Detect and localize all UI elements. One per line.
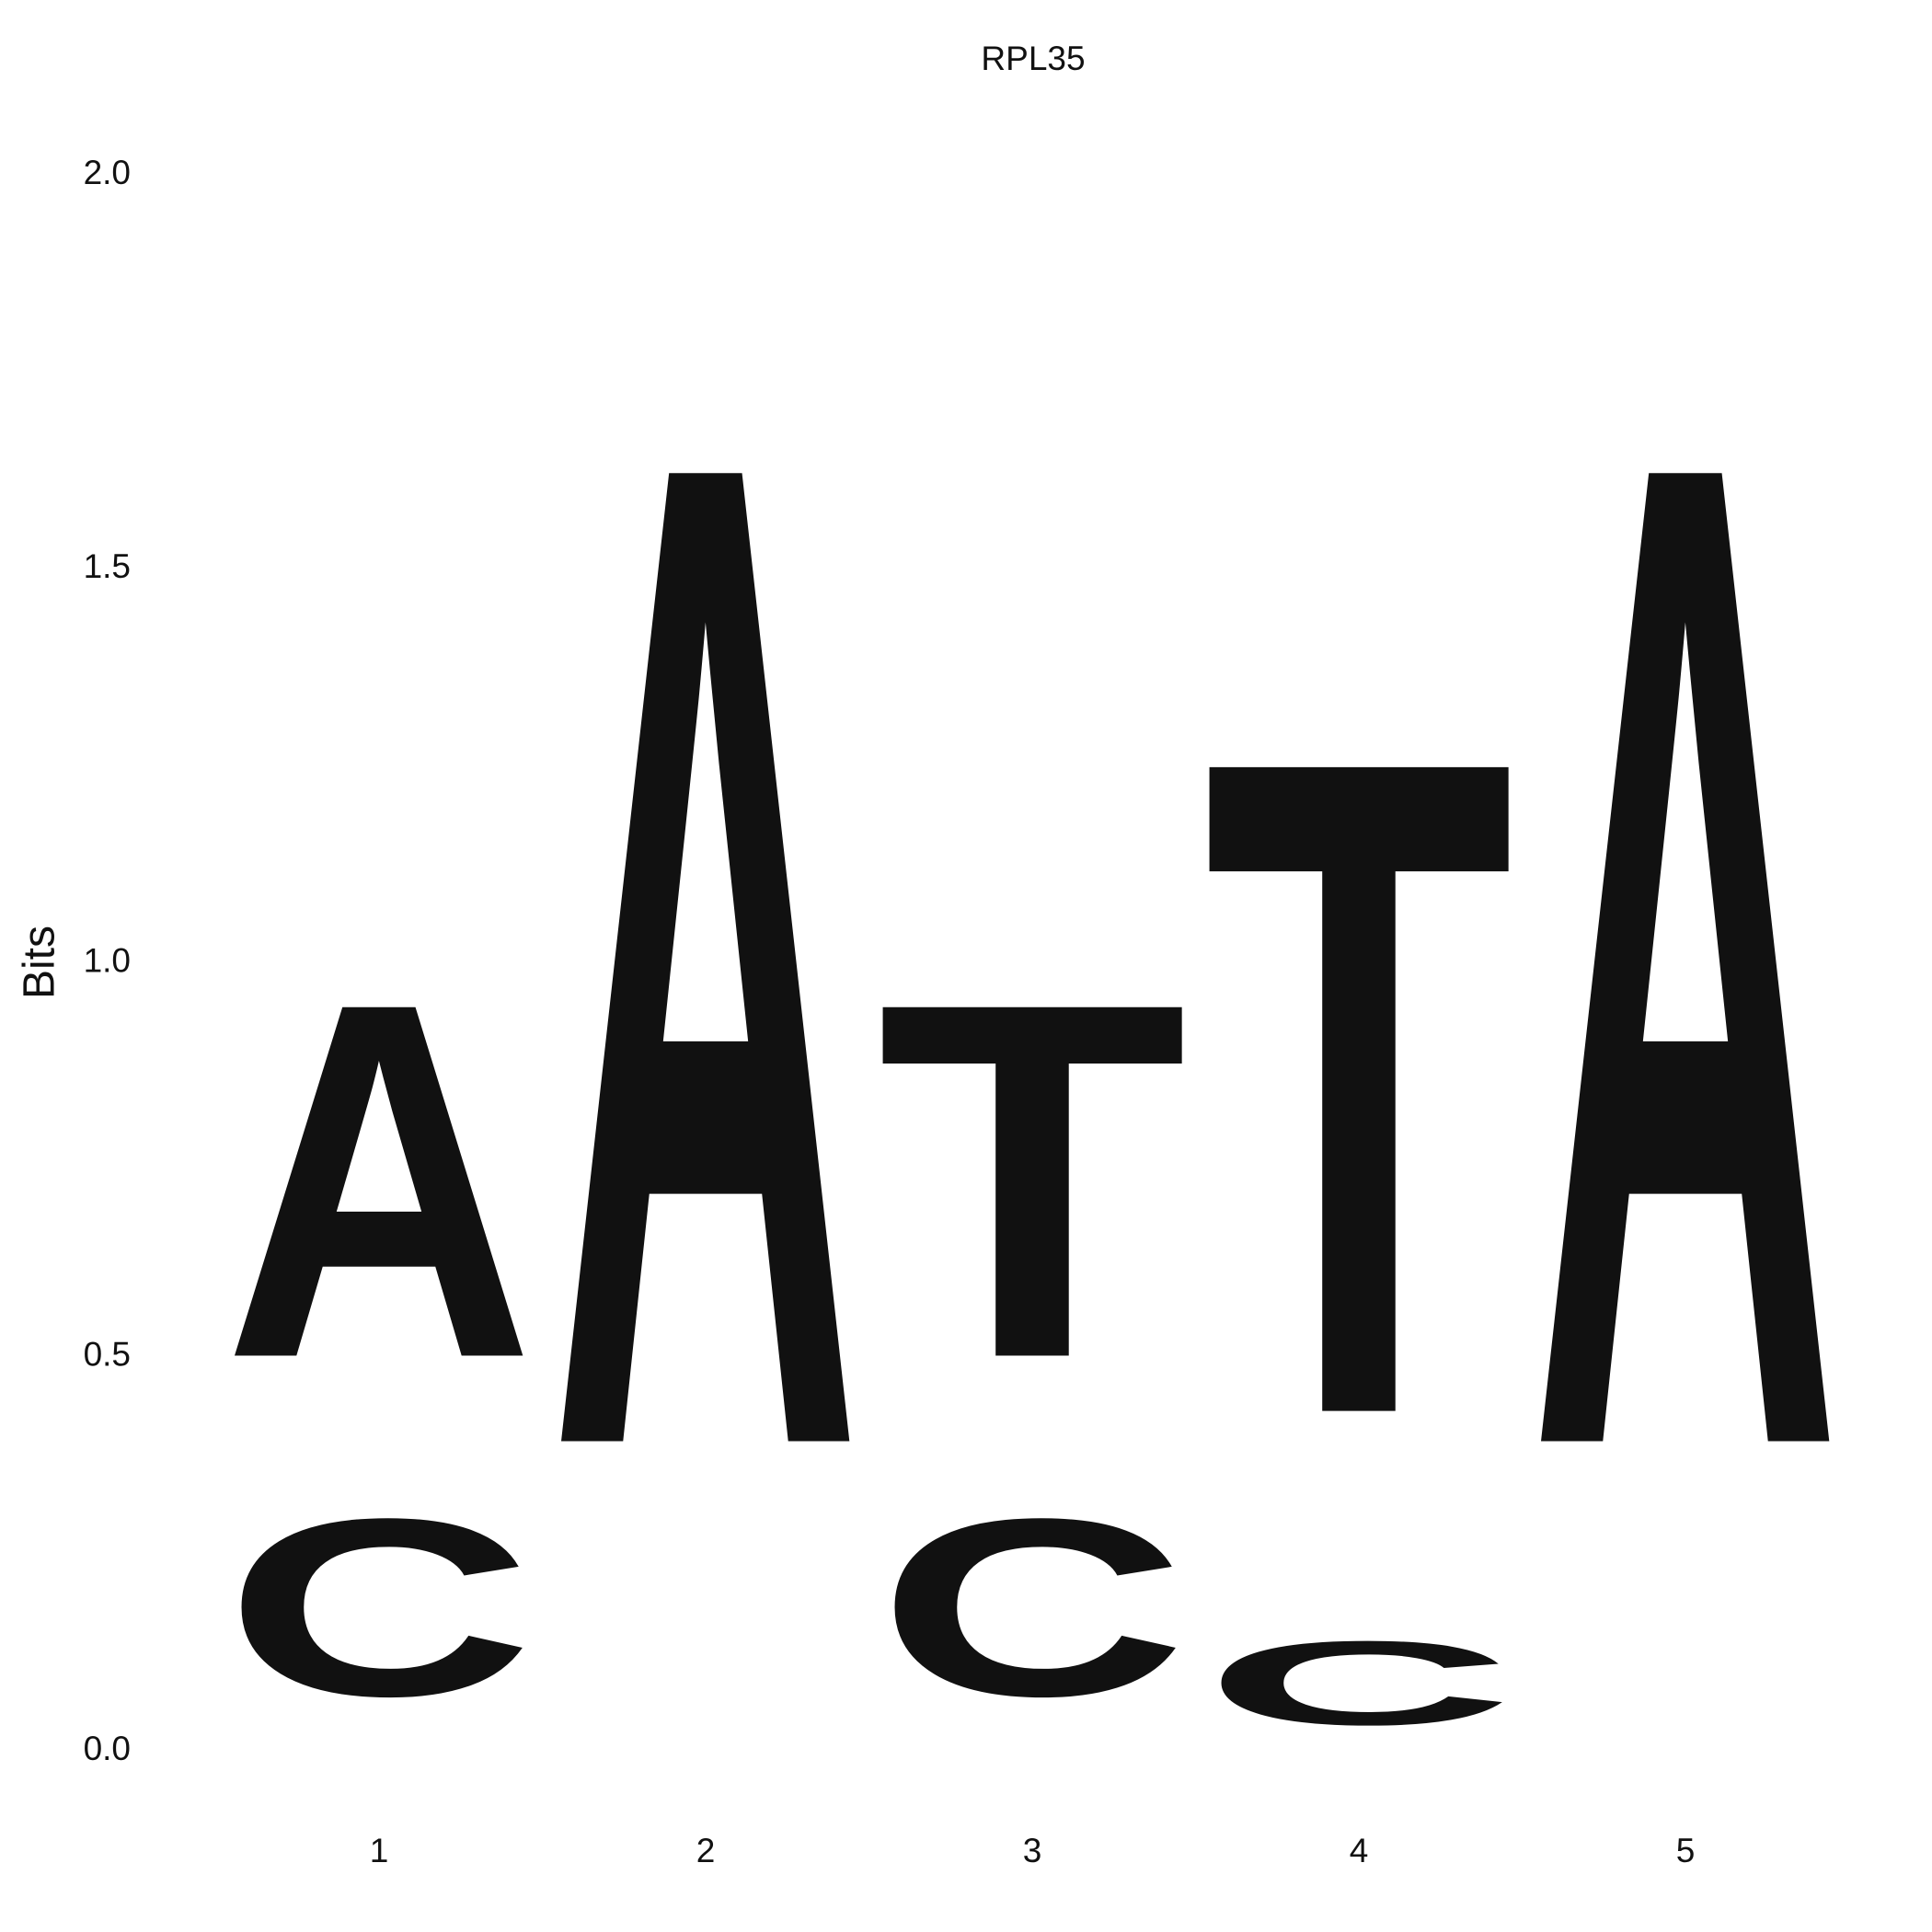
logo-letter: C (1203, 1616, 1513, 1750)
logo-letter: A (1530, 167, 1840, 1740)
y-tick-label: 2.0 (84, 154, 131, 191)
logo-letter: A (224, 898, 534, 1464)
logo-letter: C (224, 1466, 534, 1749)
logo-letter: T (877, 897, 1187, 1463)
logo-letter: T (1203, 565, 1513, 1610)
logo-letter: C (877, 1466, 1187, 1749)
y-tick-label: 1.5 (84, 547, 131, 585)
y-tick-label: 1.0 (84, 941, 131, 979)
y-tick-label: 0.0 (84, 1730, 131, 1767)
chart-title: RPL35 (981, 40, 1085, 77)
y-axis-label: Bits (16, 926, 64, 999)
x-tick-label: 5 (1676, 1832, 1696, 1869)
x-tick-label: 3 (1023, 1832, 1042, 1869)
x-tick-label: 1 (370, 1832, 389, 1869)
logo-letter: A (550, 167, 860, 1740)
x-tick-label: 4 (1350, 1832, 1369, 1869)
y-tick-label: 0.5 (84, 1336, 131, 1374)
x-tick-label: 2 (696, 1832, 716, 1869)
